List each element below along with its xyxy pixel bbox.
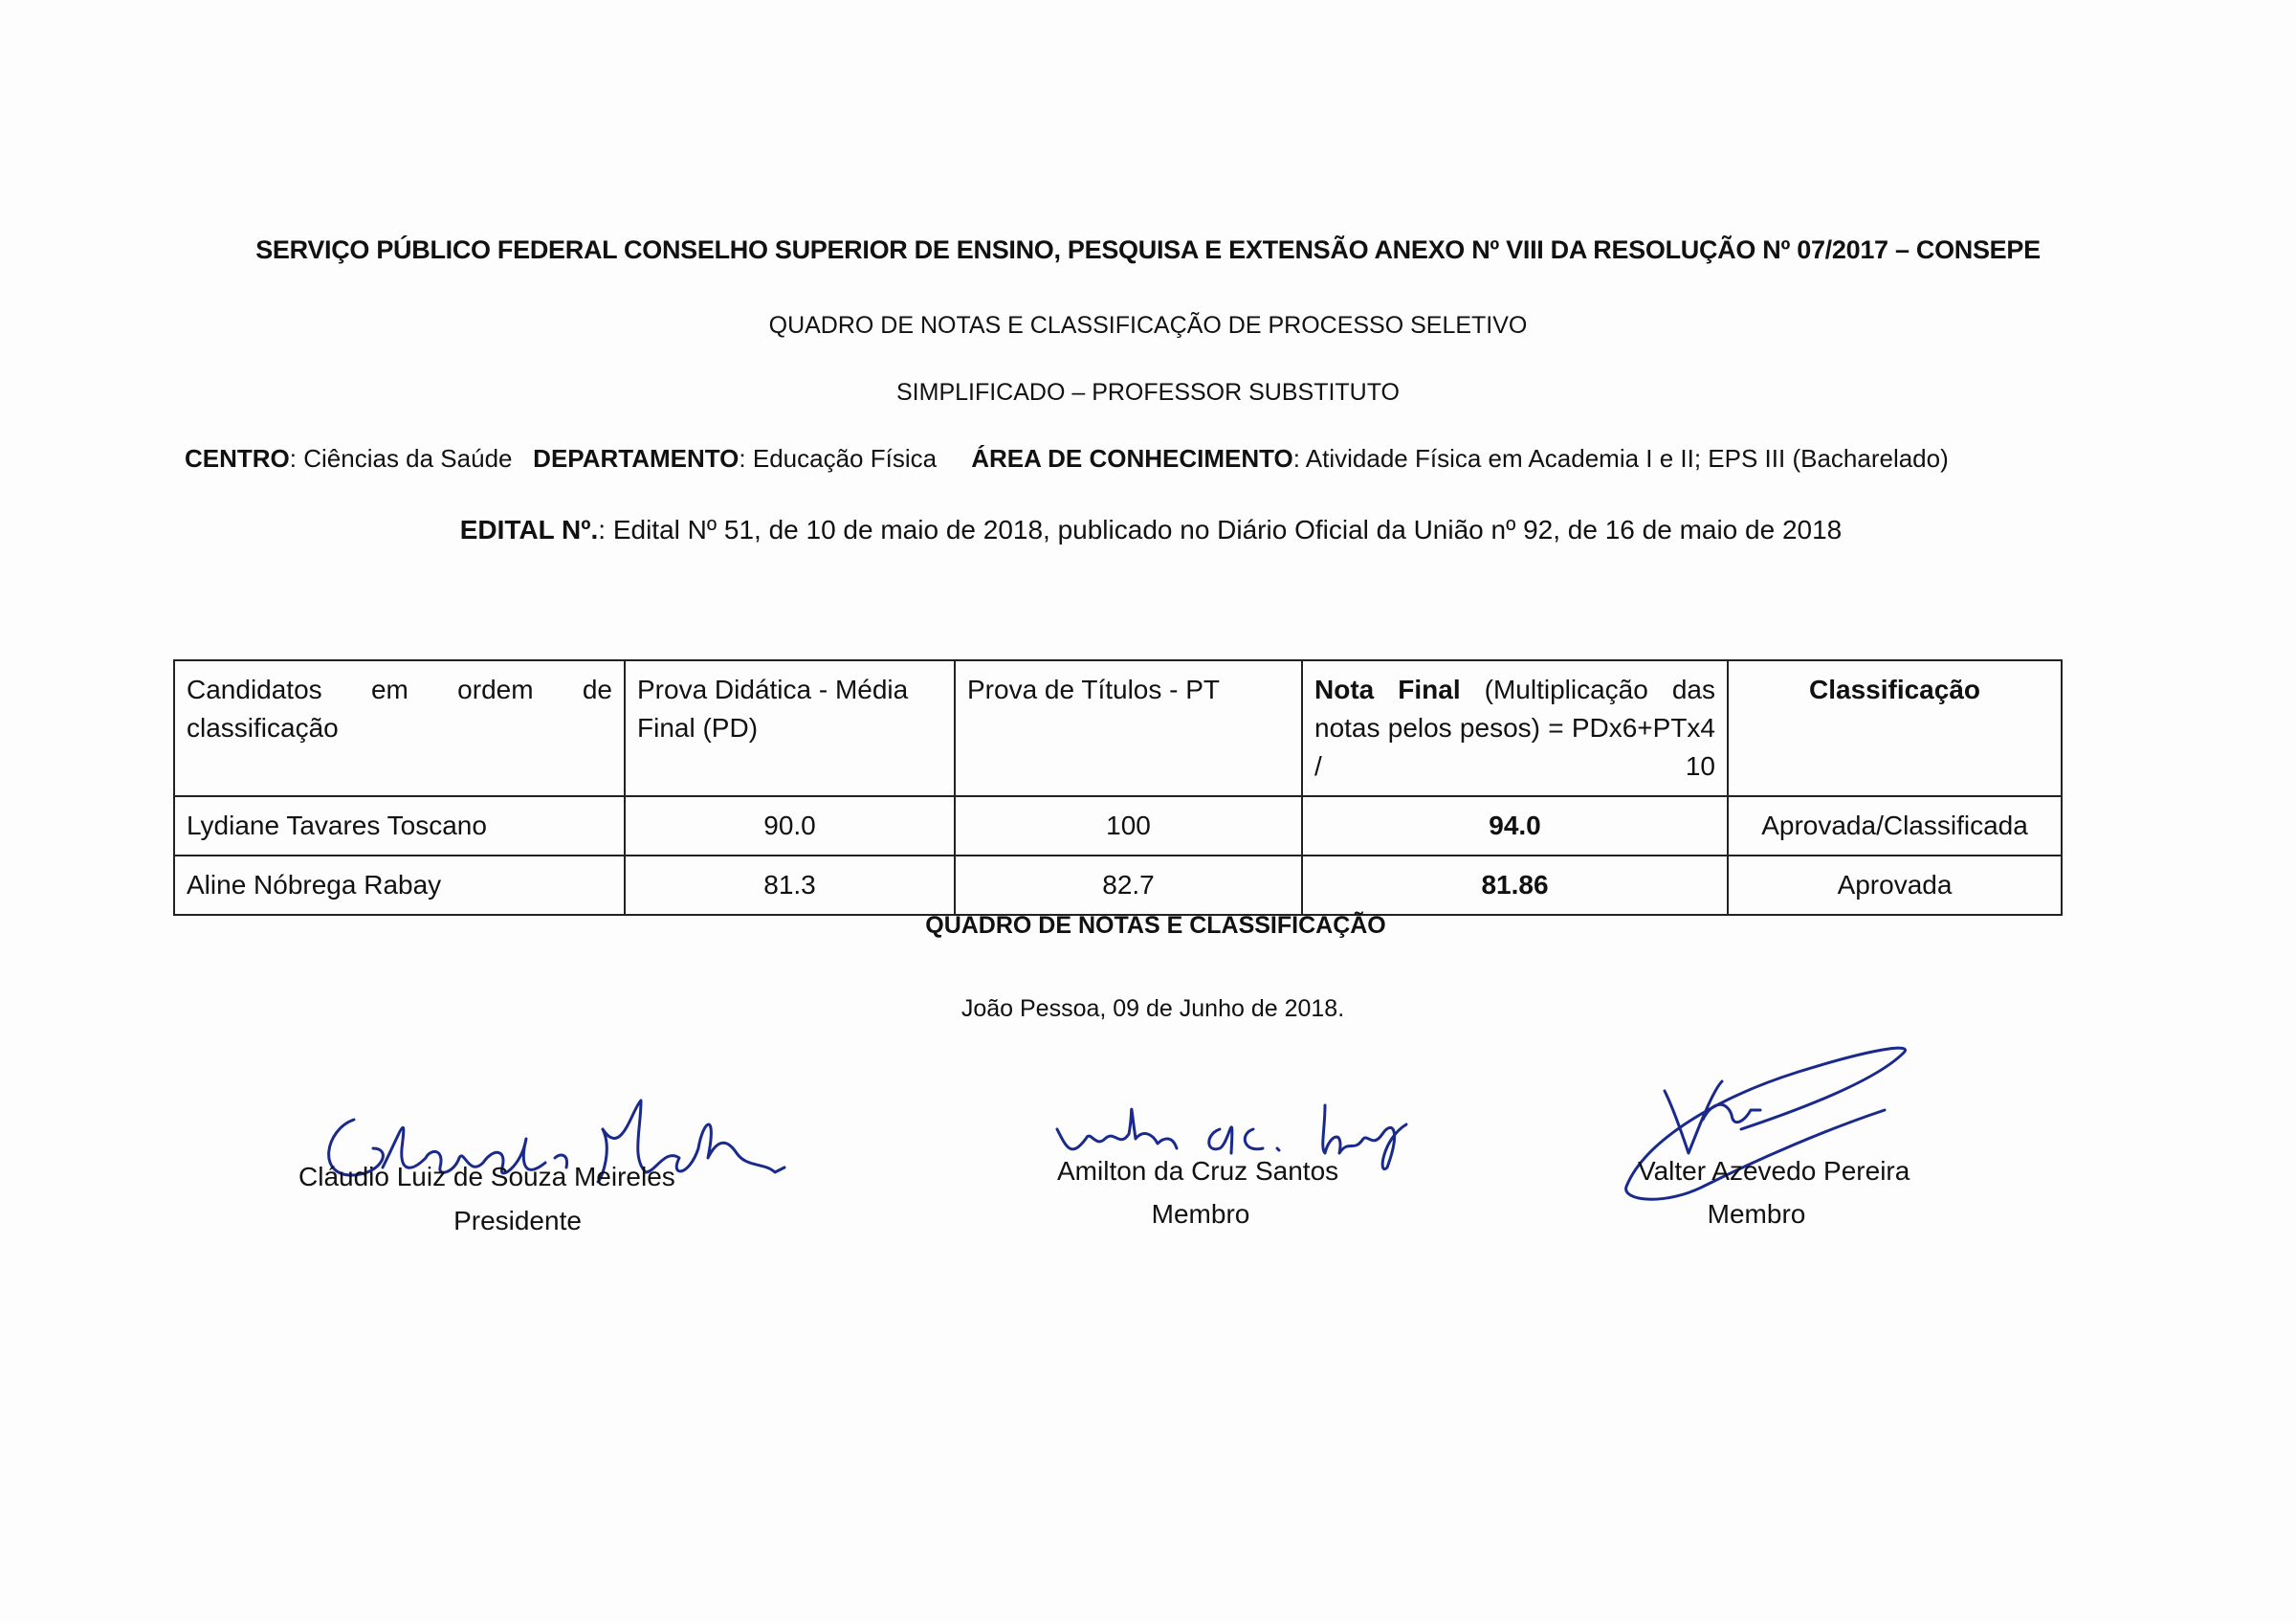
table-row: Aline Nóbrega Rabay 81.3 82.7 81.86 Apro… (173, 855, 2063, 916)
final-score: 94.0 (1301, 795, 1729, 856)
nota-final-label: Nota Final (1314, 675, 1461, 704)
final-score: 81.86 (1301, 855, 1729, 916)
centro-departamento-area-line: CENTRO: Ciências da Saúde DEPARTAMENTO: … (185, 444, 1949, 474)
header-nota-final: Nota Final (Multiplicação das notas pelo… (1301, 659, 1729, 797)
signature-name-valter: Valter Azevedo Pereira (1638, 1156, 1910, 1186)
signature-role-amilton: Membro (1151, 1199, 1250, 1229)
header-prova-didatica: Prova Didática - Média Final (PD) (624, 659, 956, 797)
classificacao-label: Classificação (1809, 675, 1980, 704)
candidate-name: Lydiane Tavares Toscano (173, 795, 626, 856)
table-row: Lydiane Tavares Toscano 90.0 100 94.0 Ap… (173, 795, 2063, 856)
table-caption: QUADRO DE NOTAS E CLASSIFICAÇÃO (925, 912, 1386, 939)
classification: Aprovada (1727, 855, 2063, 916)
document-subtitle: QUADRO DE NOTAS E CLASSIFICAÇÃO DE PROCE… (768, 312, 1528, 339)
signature-name-amilton: Amilton da Cruz Santos (1057, 1156, 1339, 1186)
nota-final-formula: (Multiplicação das notas pelos pesos) = … (1314, 675, 1716, 781)
centro-label: CENTRO (185, 444, 290, 473)
edital-label: EDITAL Nº. (459, 515, 599, 545)
grades-table: Candidatos em ordem de classificação Pro… (173, 659, 2063, 916)
signature-valter (1624, 1046, 1907, 1201)
header-candidatos: Candidatos em ordem de classificação (173, 659, 626, 797)
pd-score: 81.3 (624, 855, 956, 916)
candidate-name: Aline Nóbrega Rabay (173, 855, 626, 916)
signature-name-claudio: Cláudio Luiz de Souza Meireles (298, 1162, 675, 1191)
final-score-value: 94.0 (1489, 811, 1541, 840)
header-prova-titulos: Prova de Títulos - PT (954, 659, 1303, 797)
document-header-title: SERVIÇO PÚBLICO FEDERAL CONSELHO SUPERIO… (255, 235, 2041, 264)
place-date: João Pessoa, 09 de Junho de 2018. (960, 995, 1345, 1022)
pd-score: 90.0 (624, 795, 956, 856)
edital-line: EDITAL Nº.: Edital Nº 51, de 10 de maio … (460, 515, 1843, 545)
table-header-row: Candidatos em ordem de classificação Pro… (173, 659, 2063, 797)
header-classificacao: Classificação (1727, 659, 2063, 797)
area-label: ÁREA DE CONHECIMENTO (971, 444, 1293, 473)
document-subtitle-2: SIMPLIFICADO – PROFESSOR SUBSTITUTO (895, 379, 1401, 406)
area-value: : Atividade Física em Academia I e II; E… (1292, 444, 1949, 473)
centro-value: : Ciências da Saúde (289, 444, 513, 473)
classification: Aprovada/Classificada (1727, 795, 2063, 856)
signature-claudio (327, 1099, 786, 1184)
signature-role-claudio: Presidente (453, 1206, 582, 1235)
departamento-label: DEPARTAMENTO (533, 444, 740, 473)
signature-amilton (1055, 1103, 1408, 1171)
edital-value: : Edital Nº 51, de 10 de maio de 2018, p… (598, 515, 1843, 545)
final-score-value: 81.86 (1481, 870, 1549, 900)
pt-score: 100 (954, 795, 1303, 856)
signature-role-valter: Membro (1707, 1199, 1806, 1229)
pt-score: 82.7 (954, 855, 1303, 916)
departamento-value: : Educação Física (739, 444, 938, 473)
